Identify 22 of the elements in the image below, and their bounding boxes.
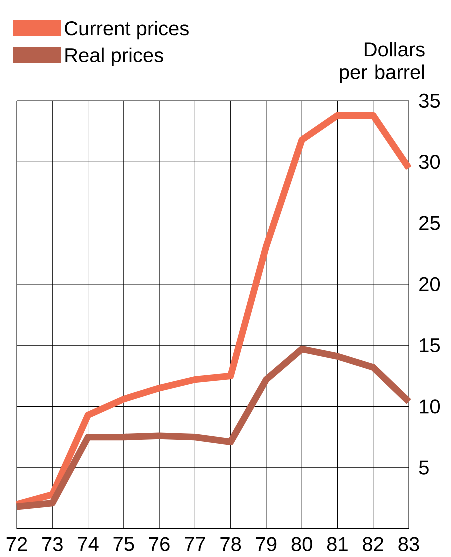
x-tick-label: 73	[42, 537, 63, 552]
x-tick-label: 77	[185, 537, 206, 552]
x-tick-label: 81	[327, 537, 348, 552]
x-tick-label: 76	[149, 537, 170, 552]
y-tick-label: 25	[420, 216, 440, 230]
y-axis-title: Dollars per barrel	[340, 42, 425, 84]
y-tick-label: 35	[419, 94, 440, 108]
x-tick-label: 80	[292, 537, 312, 552]
x-tick-label: 74	[78, 537, 99, 552]
legend-label: Current prices	[65, 21, 189, 40]
x-tick-label: 83	[398, 537, 420, 552]
x-tick-label: 82	[363, 537, 384, 552]
x-tick-label: 75	[114, 537, 134, 552]
legend-label: Real prices	[66, 48, 164, 66]
y-tick-label: 30	[419, 155, 440, 170]
y-tick-label: 10	[420, 400, 440, 414]
y-tick-label: 15	[420, 338, 440, 353]
x-tick-label: 78	[220, 537, 242, 552]
y-tick-label: 5	[419, 460, 429, 475]
y-tick-label: 20	[420, 277, 440, 292]
x-tick-label: 72	[6, 537, 28, 552]
x-tick-label: 79	[256, 537, 277, 552]
